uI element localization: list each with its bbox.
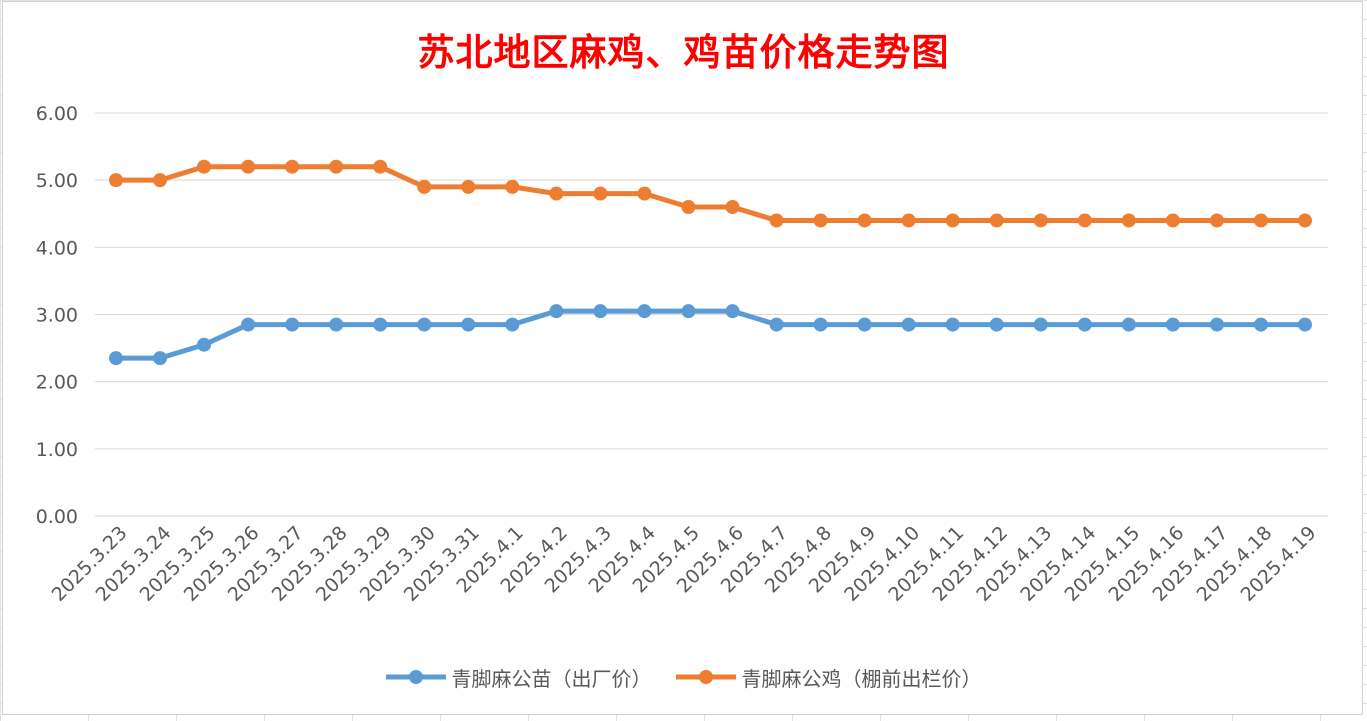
data-point[interactable]: [681, 304, 696, 319]
data-point[interactable]: [329, 317, 344, 332]
data-point[interactable]: [1209, 317, 1224, 332]
data-point[interactable]: [1253, 317, 1268, 332]
data-point[interactable]: [1253, 213, 1268, 228]
legend: 青脚麻公苗（出厂价） 青脚麻公鸡（棚前出栏价）: [0, 662, 1367, 692]
data-point[interactable]: [109, 173, 123, 188]
data-point[interactable]: [1033, 317, 1048, 332]
data-point[interactable]: [725, 200, 740, 215]
data-point[interactable]: [241, 317, 256, 332]
series-lines: [109, 159, 1312, 366]
data-point[interactable]: [461, 317, 476, 332]
data-point[interactable]: [1165, 213, 1180, 228]
data-point[interactable]: [197, 159, 212, 174]
series-line-1[interactable]: [113, 164, 1308, 223]
data-point[interactable]: [549, 304, 564, 319]
data-point[interactable]: [769, 317, 784, 332]
data-point[interactable]: [725, 304, 740, 319]
data-point[interactable]: [109, 351, 123, 366]
data-point[interactable]: [813, 317, 828, 332]
data-point[interactable]: [1298, 213, 1312, 228]
data-point[interactable]: [1033, 213, 1048, 228]
data-point[interactable]: [681, 200, 696, 215]
data-point[interactable]: [153, 351, 168, 366]
data-point[interactable]: [593, 304, 608, 319]
data-point[interactable]: [813, 213, 828, 228]
data-point[interactable]: [417, 179, 432, 194]
data-point[interactable]: [461, 179, 476, 194]
y-tick-label: 6.00: [36, 103, 78, 125]
y-tick-label: 1.00: [36, 439, 78, 461]
data-point[interactable]: [505, 179, 520, 194]
data-point[interactable]: [857, 317, 872, 332]
y-tick-label: 2.00: [36, 372, 78, 394]
data-point[interactable]: [285, 159, 300, 174]
data-point[interactable]: [1077, 213, 1092, 228]
y-tick-label: 5.00: [36, 170, 78, 192]
y-tick-label: 3.00: [36, 305, 78, 327]
data-point[interactable]: [417, 317, 432, 332]
chart-title: 苏北地区麻鸡、鸡苗价格走势图: [417, 30, 950, 74]
data-point[interactable]: [901, 317, 916, 332]
data-point[interactable]: [197, 337, 212, 352]
legend-item-seedling[interactable]: 青脚麻公苗（出厂价）: [385, 663, 652, 692]
data-point[interactable]: [153, 173, 168, 188]
data-point[interactable]: [1121, 317, 1136, 332]
data-point[interactable]: [593, 186, 608, 201]
legend-marker-rooster: [675, 670, 736, 684]
data-point[interactable]: [989, 317, 1004, 332]
data-point[interactable]: [945, 213, 960, 228]
data-point[interactable]: [637, 186, 652, 201]
data-point[interactable]: [945, 317, 960, 332]
legend-label-rooster: 青脚麻公鸡（棚前出栏价）: [741, 666, 982, 691]
data-point[interactable]: [1209, 213, 1224, 228]
data-point[interactable]: [285, 317, 300, 332]
legend-marker-seedling: [385, 670, 446, 684]
data-point[interactable]: [901, 213, 916, 228]
data-point[interactable]: [505, 317, 520, 332]
y-tick-label: 0.00: [36, 506, 78, 528]
series-line-0[interactable]: [113, 308, 1308, 361]
gridlines: [95, 112, 1328, 517]
data-point[interactable]: [1121, 213, 1136, 228]
data-point[interactable]: [1165, 317, 1180, 332]
x-axis-tick-labels: 2025.3.232025.3.242025.3.252025.3.262025…: [48, 522, 1321, 606]
data-point[interactable]: [1298, 317, 1312, 332]
data-point[interactable]: [857, 213, 872, 228]
data-point[interactable]: [549, 186, 564, 201]
data-point[interactable]: [373, 317, 388, 332]
y-tick-label: 4.00: [36, 237, 78, 259]
data-point[interactable]: [1077, 317, 1092, 332]
data-point[interactable]: [637, 304, 652, 319]
legend-item-rooster[interactable]: 青脚麻公鸡（棚前出栏价）: [675, 663, 982, 692]
data-point[interactable]: [241, 159, 256, 174]
data-point[interactable]: [989, 213, 1004, 228]
legend-label-seedling: 青脚麻公苗（出厂价）: [451, 666, 652, 691]
data-point[interactable]: [373, 159, 388, 174]
data-point[interactable]: [769, 213, 784, 228]
data-point[interactable]: [329, 159, 344, 174]
y-axis-tick-labels: 0.00 1.00 2.00 3.00 4.00 5.00 6.00: [36, 103, 78, 528]
